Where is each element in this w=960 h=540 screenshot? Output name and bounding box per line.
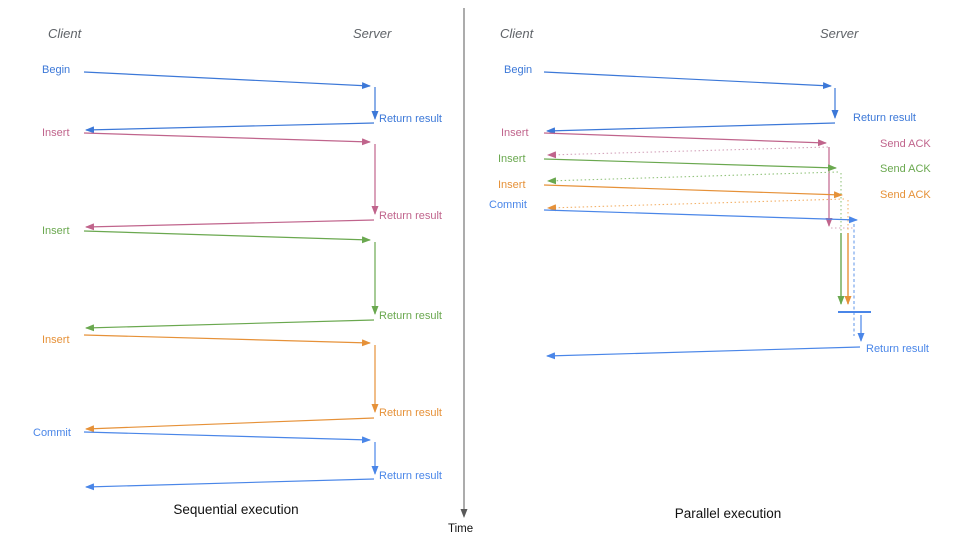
par-commit-label: Commit [489, 199, 527, 211]
seq-insert3-return-line [85, 417, 375, 433]
par-insert3-label: Insert [498, 179, 526, 191]
par-insert3-request-line [543, 184, 843, 199]
seq-server-header: Server [353, 26, 392, 41]
seq-commit-return-line [85, 478, 375, 491]
par-begin-return-line [546, 122, 836, 135]
seq-caption: Sequential execution [173, 502, 299, 517]
time-axis-label: Time [448, 523, 474, 535]
seq-insert1-label: Insert [42, 127, 70, 139]
seq-begin-return-line [85, 122, 375, 134]
par-begin-label: Begin [504, 64, 533, 76]
par-insert1-ack-label: Send ACK [880, 138, 931, 150]
seq-commit-label: Commit [33, 427, 71, 439]
seq-begin-label: Begin [42, 64, 71, 76]
seq-client-header: Client [48, 26, 82, 41]
seq-insert3-return-label: Return result [379, 407, 442, 419]
seq-insert2-request-line [83, 230, 371, 244]
par-caption: Parallel execution [674, 506, 782, 521]
par-server-header: Server [820, 26, 859, 41]
par-insert3-ack-line [547, 198, 845, 212]
seq-insert2-return-line [85, 319, 375, 332]
par-insert2-request-line [543, 158, 837, 172]
seq-insert2-label: Insert [42, 225, 70, 237]
seq-insert1-request-line [83, 132, 371, 146]
seq-insert3-label: Insert [42, 334, 70, 346]
seq-insert3-request-line [83, 334, 371, 347]
par-insert1-request-line [543, 132, 827, 147]
seq-insert1-return-line [85, 219, 375, 231]
seq-insert2-return-label: Return result [379, 310, 442, 322]
par-insert1-label: Insert [501, 127, 529, 139]
seq-insert1-return-label: Return result [379, 210, 442, 222]
par-insert1-ack-line [547, 146, 829, 159]
par-commit-request-line [543, 209, 858, 224]
par-client-header: Client [500, 26, 534, 41]
par-insert2-ack-label: Send ACK [880, 163, 931, 175]
par-insert2-ack-line [547, 171, 839, 185]
par-final-return-label: Return result [866, 343, 929, 355]
par-insert3-ack-label: Send ACK [880, 189, 931, 201]
par-begin-request-line [543, 71, 832, 90]
seq-commit-request-line [83, 431, 371, 444]
par-final-return-line [546, 346, 861, 360]
seq-commit-return-label: Return result [379, 470, 442, 482]
seq-begin-return-label: Return result [379, 113, 442, 125]
seq-begin-request-line [83, 71, 371, 90]
par-begin-return-label: Return result [853, 112, 916, 124]
par-insert2-label: Insert [498, 153, 526, 165]
